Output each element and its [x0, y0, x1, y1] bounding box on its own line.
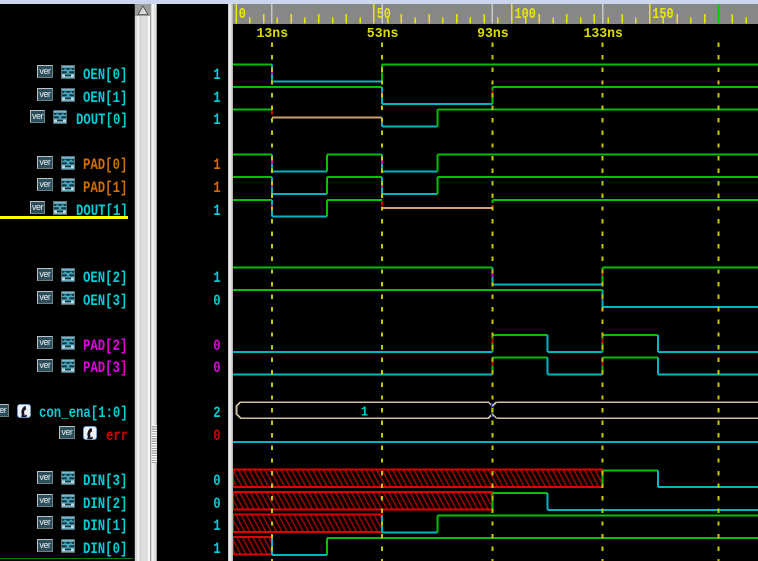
svg-text:93ns: 93ns [477, 26, 509, 42]
svg-text:1: 1 [361, 404, 368, 420]
svg-text:150: 150 [652, 7, 673, 23]
svg-text:133ns: 133ns [583, 26, 623, 42]
svg-text:50: 50 [377, 7, 391, 23]
svg-text:0: 0 [239, 7, 246, 23]
svg-text:13ns: 13ns [257, 26, 289, 42]
svg-text:53ns: 53ns [367, 26, 399, 42]
svg-text:100: 100 [515, 7, 536, 23]
